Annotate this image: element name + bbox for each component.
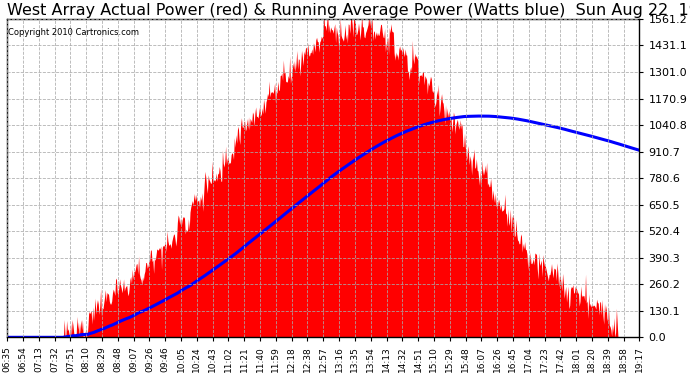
Text: West Array Actual Power (red) & Running Average Power (Watts blue)  Sun Aug 22  : West Array Actual Power (red) & Running …: [8, 3, 690, 18]
Text: Copyright 2010 Cartronics.com: Copyright 2010 Cartronics.com: [8, 28, 139, 38]
